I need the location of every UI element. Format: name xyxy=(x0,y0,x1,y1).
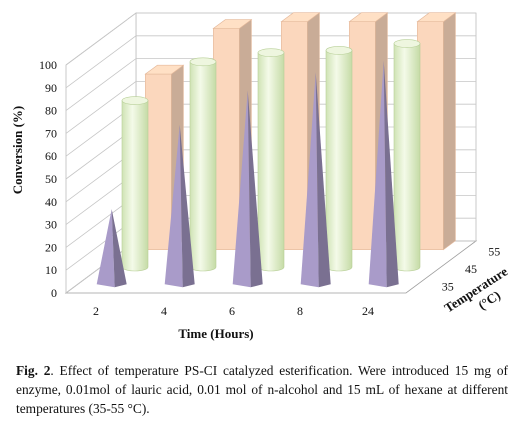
y-tick-labels: 0 10 20 30 40 50 60 70 80 90 100 xyxy=(39,58,57,300)
y-tick-label: 70 xyxy=(45,126,57,140)
y-tick-label: 50 xyxy=(45,172,57,186)
bar-side xyxy=(179,124,195,288)
x-tick-label: 24 xyxy=(362,304,374,318)
bar xyxy=(121,96,149,272)
bar-front xyxy=(232,90,251,288)
bar-top xyxy=(144,64,185,75)
bar-top xyxy=(325,46,353,55)
x-tick-labels: 2 4 6 8 24 xyxy=(93,304,374,318)
bar-top xyxy=(189,57,217,67)
bar xyxy=(325,46,353,272)
bar-side xyxy=(111,209,127,288)
bar-body xyxy=(257,52,285,272)
y-tick-label: 20 xyxy=(45,240,57,254)
depth-tick-labels: 35 45 55 xyxy=(442,245,501,294)
bar-top xyxy=(257,48,285,57)
bar-side xyxy=(442,12,456,251)
x-tick-label: 4 xyxy=(161,304,167,318)
bars xyxy=(96,12,457,288)
bar-front xyxy=(300,72,319,288)
bar-front xyxy=(368,60,387,288)
bar-side xyxy=(247,90,263,288)
caption-text: . Effect of temperature PS-CI catalyzed … xyxy=(16,363,508,416)
bar-top xyxy=(348,12,389,23)
caption-label: Fig. 2 xyxy=(16,363,51,378)
figure-caption: Fig. 2. Effect of temperature PS-CI cata… xyxy=(16,361,508,418)
bar-front xyxy=(348,21,376,250)
depth-tick-label: 55 xyxy=(488,245,500,259)
bar-top xyxy=(121,96,149,105)
y-tick-label: 90 xyxy=(45,81,57,95)
y-tick-label: 40 xyxy=(45,195,57,209)
bar xyxy=(393,39,421,272)
bar-body xyxy=(121,100,149,272)
bar-front xyxy=(280,21,308,250)
y-tick-label: 80 xyxy=(45,104,57,118)
bar-top xyxy=(212,19,253,29)
y-tick-label: 10 xyxy=(45,263,57,277)
bar-front xyxy=(145,73,172,250)
bar xyxy=(164,124,195,288)
bar xyxy=(232,90,263,288)
x-tick-label: 6 xyxy=(229,304,235,318)
x-tick-label: 2 xyxy=(93,304,99,318)
bar-front xyxy=(96,209,115,288)
bar xyxy=(368,60,399,288)
depth-tick-label: 35 xyxy=(442,279,454,293)
y-tick-label: 60 xyxy=(45,149,57,163)
bar xyxy=(189,57,217,272)
y-tick-label: 30 xyxy=(45,218,57,232)
depth-axis-title: Temperature(°C) xyxy=(441,263,510,315)
bar-front xyxy=(164,124,183,288)
y-tick-label: 100 xyxy=(39,58,57,72)
depth-tick-label: 45 xyxy=(465,262,477,276)
bar xyxy=(96,209,127,288)
bar-front xyxy=(213,28,240,250)
x-axis-title: Time (Hours) xyxy=(178,326,253,341)
bar xyxy=(257,48,285,272)
bar-body xyxy=(325,50,353,272)
y-tick-label: 0 xyxy=(51,286,57,300)
bar-side xyxy=(315,72,331,288)
bar-front xyxy=(416,21,444,250)
x-tick-label: 8 xyxy=(297,304,303,318)
bar-body xyxy=(189,61,217,272)
bar-top xyxy=(280,12,321,23)
bar xyxy=(416,12,457,251)
bar xyxy=(300,72,331,288)
y-axis-title: Conversion (%) xyxy=(10,106,25,194)
bar-side xyxy=(383,60,399,288)
bar-body xyxy=(393,43,421,272)
chart: 0 10 20 30 40 50 60 70 80 90 100 2 4 6 8 24 35 45 55 Time (… xyxy=(10,12,510,341)
bar-top xyxy=(416,12,457,23)
bar-top xyxy=(393,39,421,48)
